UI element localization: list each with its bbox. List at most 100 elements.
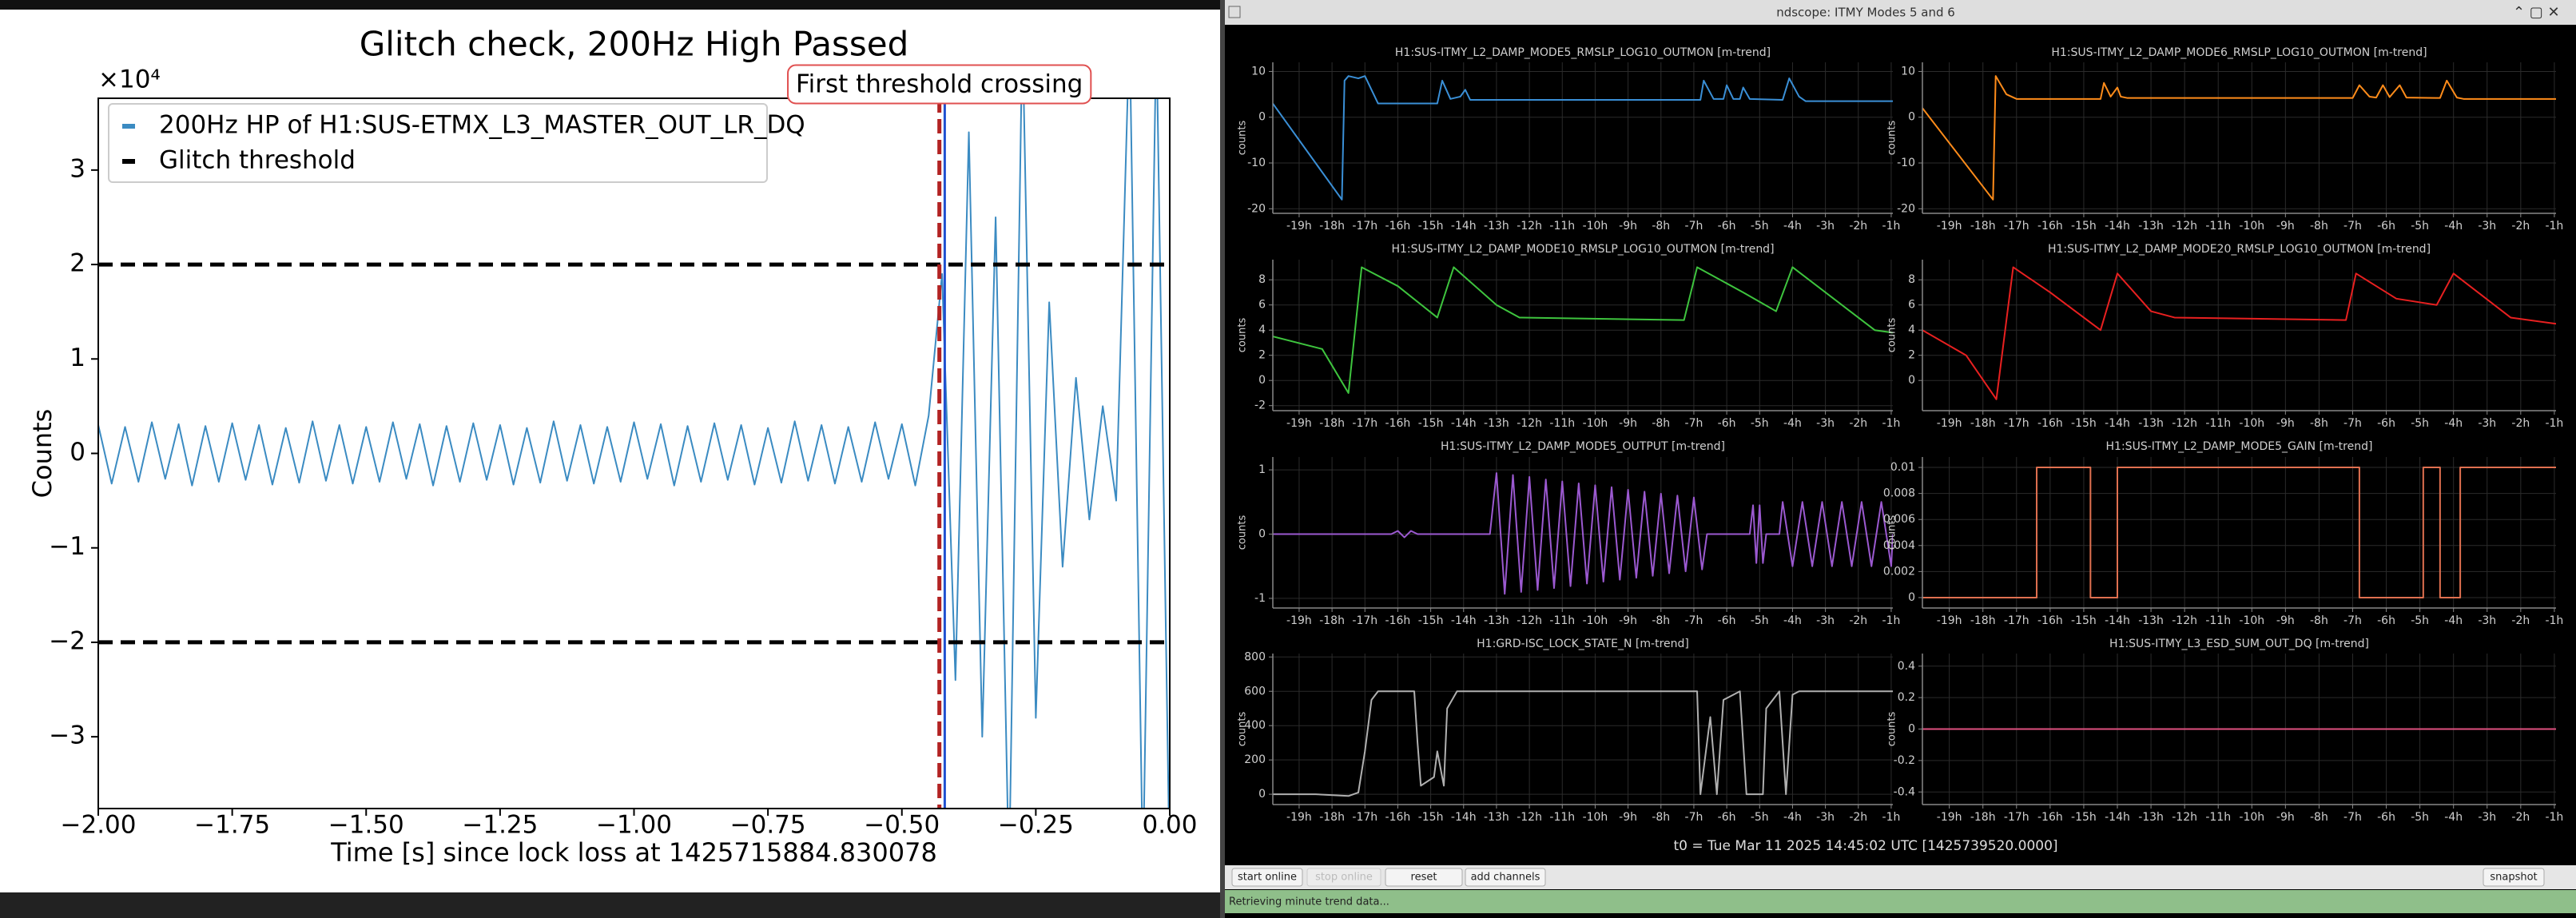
x-tick-label: -7h [2343, 614, 2362, 627]
y-tick-label: 3 [70, 154, 85, 183]
x-tick-label: -19h [1286, 811, 1312, 824]
x-tick-label: -5h [1751, 614, 1769, 627]
window-controls[interactable]: ⌃ ▢ ✕ [2513, 4, 2560, 21]
y-scale-label: ×10⁴ [98, 66, 161, 94]
y-axis-label: counts [1886, 515, 1898, 550]
x-tick-label: -9h [1619, 220, 1637, 232]
x-tick-label: -2h [2511, 614, 2530, 627]
x-tick-label: -10h [1583, 220, 1608, 232]
plot-area [98, 98, 1170, 809]
x-tick-label: -8h [2310, 614, 2328, 627]
x-tick-label: -10h [2239, 614, 2264, 627]
x-tick-label: -12h [2172, 811, 2197, 824]
x-tick-label: -19h [1286, 417, 1312, 430]
x-tick-label: -6h [1718, 811, 1736, 824]
x-tick-label: -1h [2545, 417, 2563, 430]
x-tick-label: -16h [2037, 220, 2063, 232]
legend-label: Glitch threshold [159, 146, 356, 175]
button-label[interactable]: start online [1238, 872, 1297, 884]
x-tick-label: -16h [2037, 614, 2063, 627]
x-tick-label: -17h [2004, 220, 2029, 232]
y-tick-label: −1 [49, 532, 85, 561]
x-tick-label: -12h [2172, 220, 2197, 232]
x-tick-label: -8h [2310, 811, 2328, 824]
button-label[interactable]: reset [1411, 872, 1437, 884]
x-tick-label: -9h [1619, 811, 1637, 824]
x-tick-label: -12h [1517, 614, 1542, 627]
legend-box [108, 103, 768, 183]
x-axis-label: Time [s] since lock loss at 1425715884.8… [330, 837, 937, 868]
plot-title: H1:GRD-ISC_LOCK_STATE_N [m-trend] [1477, 638, 1689, 650]
button[interactable]: reset [1385, 868, 1463, 887]
y-axis-label: counts [1886, 318, 1898, 353]
plot: H1:SUS-ITMY_L2_DAMP_MODE5_OUTPUT [m-tren… [1237, 440, 1901, 627]
plot-area [1273, 266, 1893, 394]
x-tick-label: -12h [1517, 417, 1542, 430]
x-tick-label: -8h [1652, 417, 1670, 430]
plot-title: H1:SUS-ITMY_L2_DAMP_MODE20_RMSLP_LOG10_O… [2048, 243, 2431, 256]
x-tick-label: -12h [1517, 811, 1542, 824]
x-tick-label: −2.00 [61, 811, 137, 840]
y-tick-label: 2 [1908, 349, 1915, 362]
y-tick-label: 4 [1258, 324, 1266, 336]
y-tick-label: -20 [1247, 202, 1266, 215]
y-axis-label: counts [1237, 712, 1249, 747]
x-tick-label: -13h [1484, 811, 1509, 824]
x-tick-label: -7h [2343, 811, 2362, 824]
y-tick-label: 0.002 [1883, 565, 1915, 578]
x-tick-label: -2h [2511, 220, 2530, 232]
divider [1220, 0, 1225, 918]
plot: H1:SUS-ITMY_L2_DAMP_MODE6_RMSLP_LOG10_OU… [1886, 46, 2564, 232]
x-tick-label: -5h [1751, 811, 1769, 824]
x-tick-label: −1.50 [328, 811, 404, 840]
x-tick-label: -8h [2310, 220, 2328, 232]
y-tick-label: 6 [1908, 299, 1915, 312]
x-tick-label: -15h [1418, 614, 1444, 627]
x-tick-label: -12h [2172, 614, 2197, 627]
y-tick-label: 0 [1908, 591, 1915, 604]
x-tick-label: -11h [1549, 811, 1575, 824]
x-tick-label: -4h [1783, 220, 1802, 232]
t0-label: t0 = Tue Mar 11 2025 14:45:02 UTC [14257… [1673, 838, 2057, 854]
x-tick-label: -14h [2105, 417, 2130, 430]
x-tick-label: -2h [2511, 811, 2530, 824]
x-tick-label: -2h [1849, 417, 1867, 430]
x-tick-label: -5h [2411, 811, 2429, 824]
x-tick-label: -10h [2239, 417, 2264, 430]
x-tick-label: -13h [1484, 614, 1509, 627]
x-tick-label: -14h [1451, 614, 1477, 627]
x-tick-label: -9h [2276, 220, 2295, 232]
x-tick-label: -10h [1583, 614, 1608, 627]
plot: H1:SUS-ITMY_L2_DAMP_MODE10_RMSLP_LOG10_O… [1237, 243, 1901, 430]
x-tick-label: -15h [2071, 811, 2097, 824]
annotation: First threshold crossing [796, 70, 1083, 99]
y-tick-label: 10 [1251, 65, 1266, 77]
x-tick-label: -6h [2377, 811, 2395, 824]
x-tick-label: -10h [2239, 220, 2264, 232]
x-tick-label: -15h [1418, 220, 1444, 232]
button[interactable]: add channels [1465, 868, 1546, 887]
y-tick-label: 2 [70, 249, 85, 278]
x-tick-label: -15h [1418, 417, 1444, 430]
plot: Glitch check, 200Hz High Passed −2.00 −1.7… [27, 25, 1198, 868]
button-label[interactable]: snapshot [2490, 872, 2537, 884]
x-tick-label: -7h [1685, 811, 1703, 824]
x-tick-label: -4h [1783, 417, 1802, 430]
x-tick-label: -2h [2511, 417, 2530, 430]
annotation-box [787, 64, 1092, 105]
y-axis-label: counts [1237, 318, 1249, 353]
plot-area [1922, 266, 2556, 400]
button-label[interactable]: add channels [1471, 872, 1540, 884]
x-tick-label: -3h [2478, 220, 2496, 232]
y-tick-label: -0.2 [1894, 754, 1915, 767]
plot-title: H1:SUS-ITMY_L2_DAMP_MODE10_RMSLP_LOG10_O… [1391, 243, 1774, 256]
y-tick-label: 1 [1258, 463, 1266, 476]
button[interactable]: snapshot [2483, 868, 2545, 887]
x-tick-label: -11h [2205, 811, 2231, 824]
x-tick-label: -17h [2004, 811, 2029, 824]
x-tick-label: -13h [2138, 417, 2164, 430]
y-tick-label: 0.006 [1883, 513, 1915, 526]
x-tick-label: -2h [1849, 811, 1867, 824]
button[interactable]: start online [1231, 868, 1303, 887]
